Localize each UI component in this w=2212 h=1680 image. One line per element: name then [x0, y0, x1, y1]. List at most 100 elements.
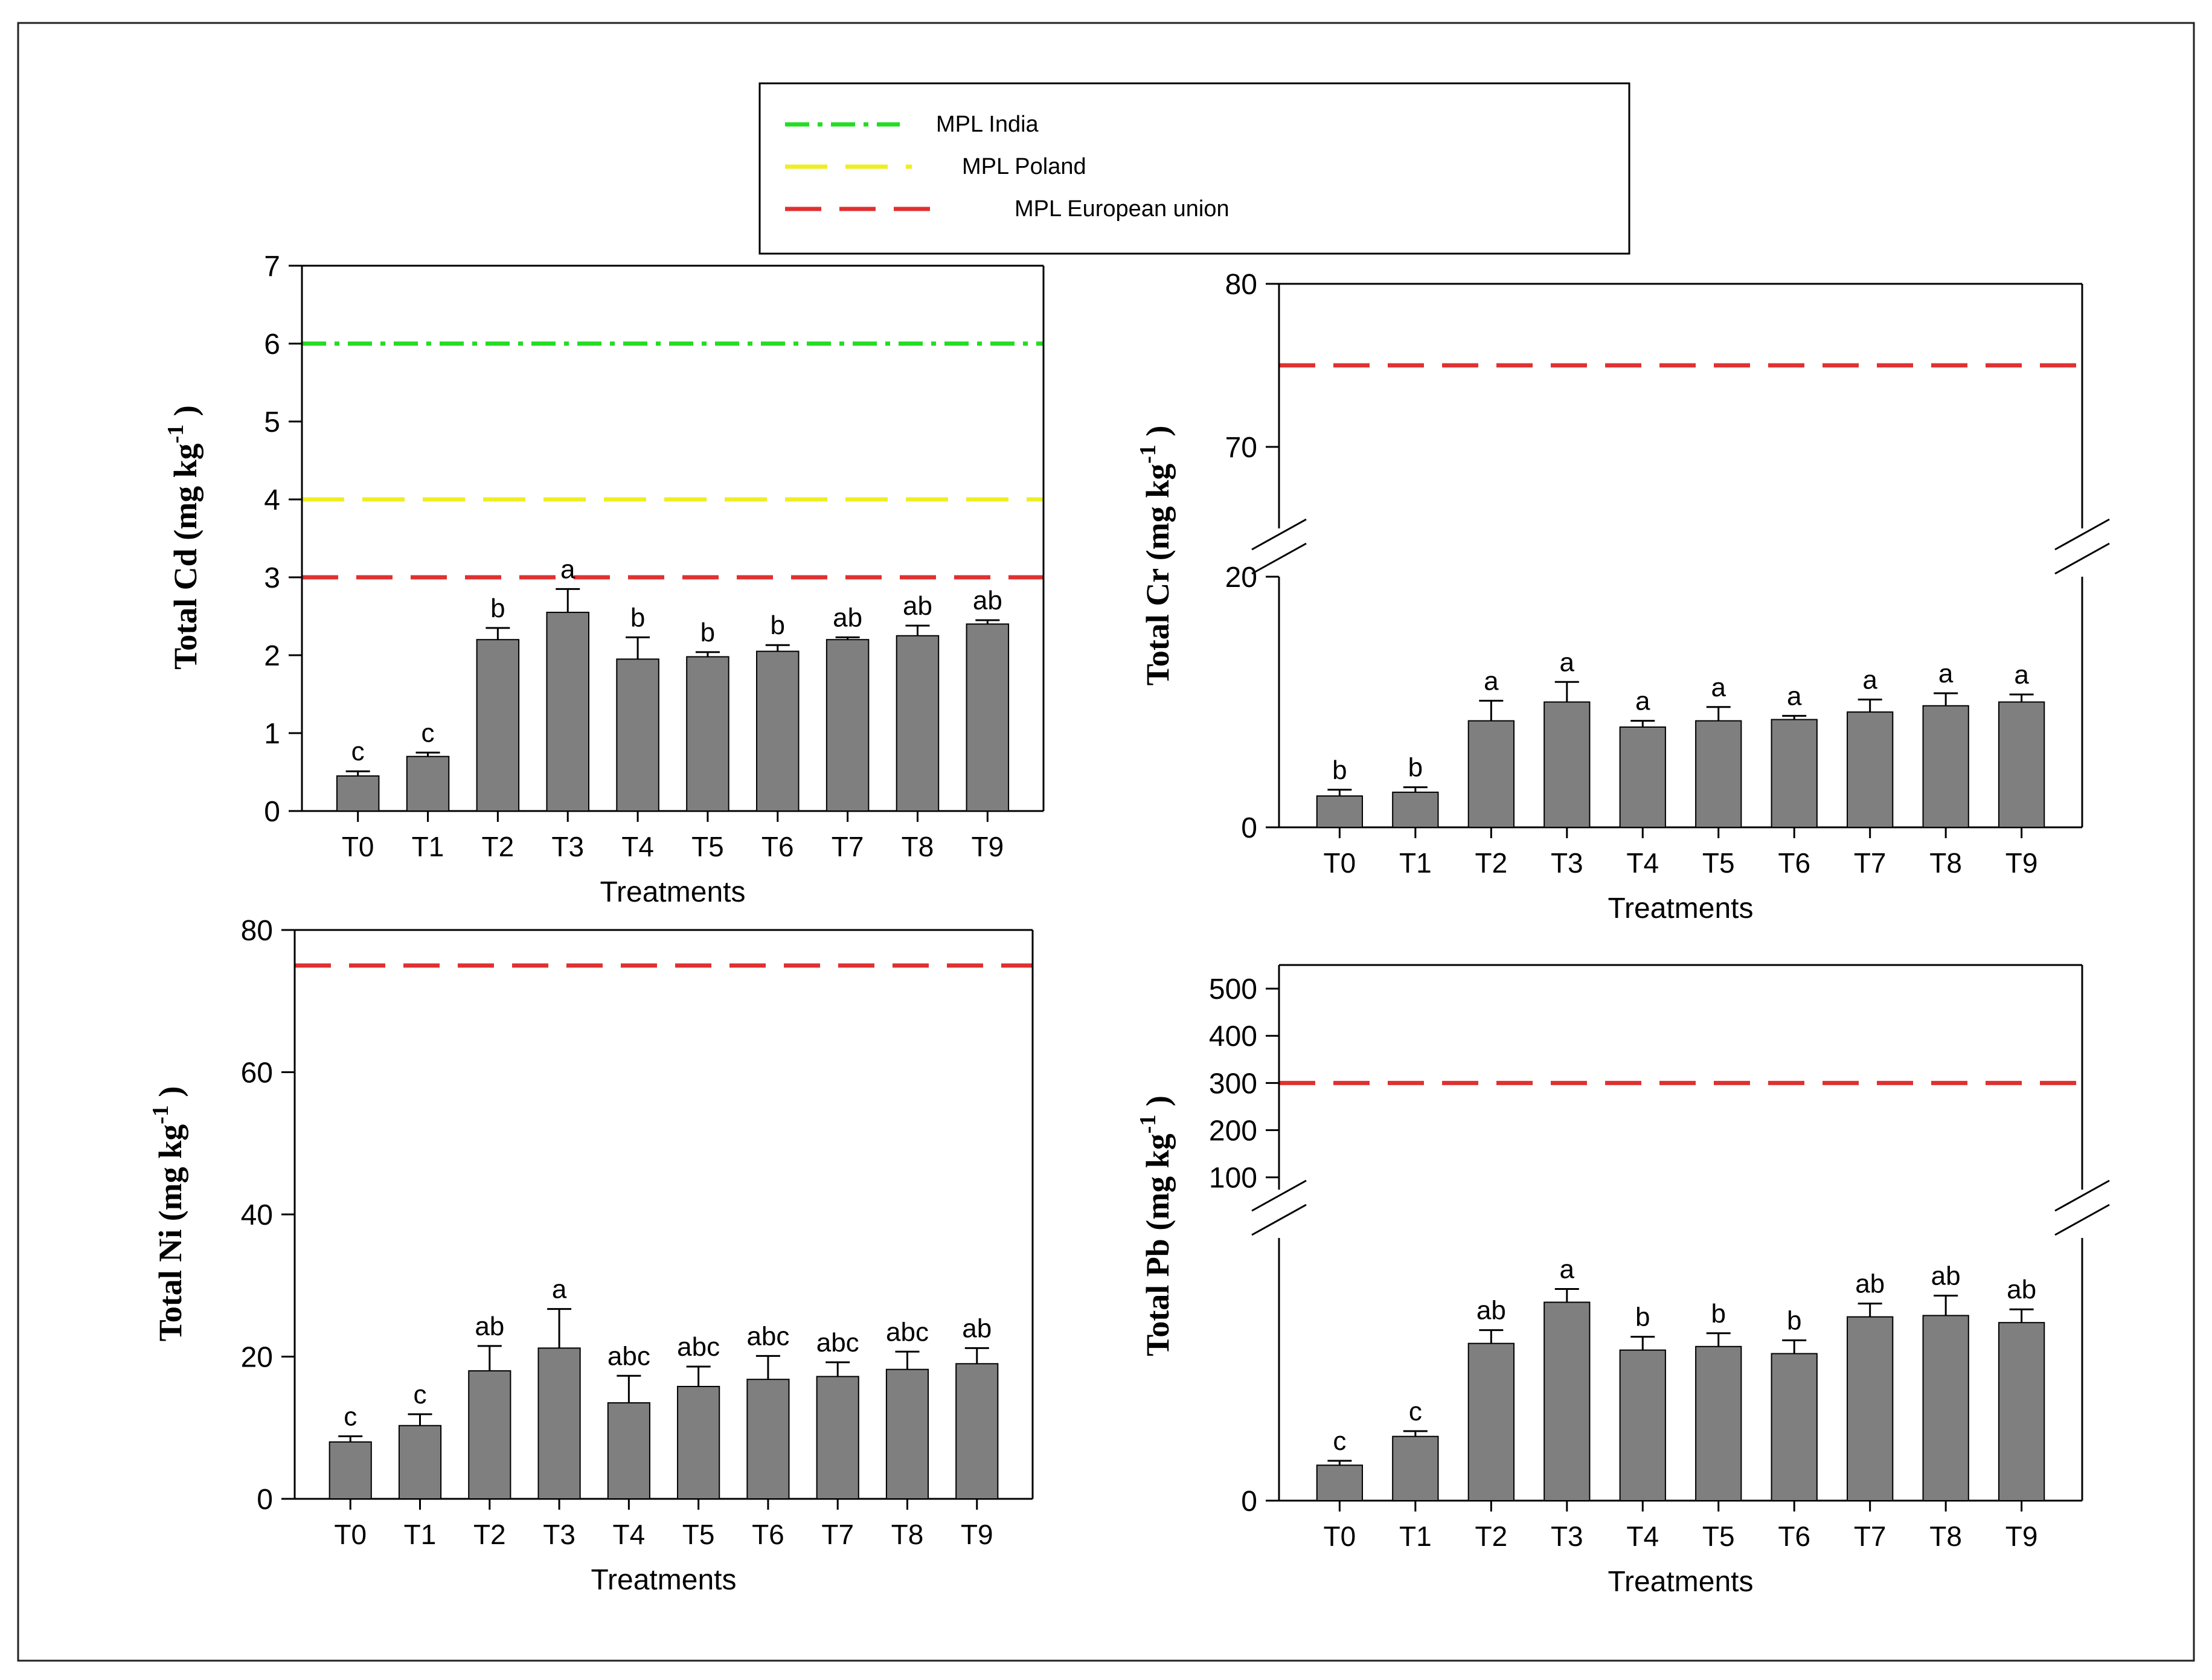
panel-total-ni: 0 20 40 60 80 c T0 c T1 ab T2 a T3 abc T4 abc T5 abc T6 abc…	[148, 915, 1034, 1596]
legend: MPL India MPL Poland MPL European union	[758, 82, 1630, 255]
y-tick-label: 0	[1241, 812, 1257, 844]
x-tick-label: T3	[1551, 1521, 1583, 1552]
x-tick-label: T0	[342, 831, 374, 862]
significance-letter: abc	[677, 1332, 720, 1362]
bar-t1	[406, 755, 450, 812]
significance-letter: b	[1332, 755, 1347, 785]
x-tick-label: T9	[2005, 1521, 2038, 1552]
y-tick-label: 0	[257, 1484, 273, 1516]
significance-letter: a	[1560, 647, 1575, 677]
axis-break-mark	[2054, 518, 2110, 551]
significance-letter: ab	[903, 591, 932, 621]
x-tick-label: T8	[902, 831, 934, 862]
x-tick-label: T2	[1475, 1521, 1507, 1552]
y-axis-title: Total Ni (mg kg-1 )	[148, 1086, 188, 1342]
significance-letter: ab	[973, 586, 1002, 615]
bar-t3	[546, 612, 589, 812]
significance-letter: a	[552, 1275, 567, 1304]
significance-letter: c	[422, 718, 435, 748]
y-tick-label: 0	[1241, 1486, 1257, 1518]
bar-t2	[468, 1370, 511, 1500]
x-tick-label: T4	[1626, 847, 1659, 879]
panel-total-cr: 0 20 70 80 b T0 b T1 a T2 a T3 a T4 a T5 a T6 a T7 a T8 a T9 Tre…	[1135, 269, 2110, 925]
bar-t6	[756, 650, 800, 812]
y-tick-label: 2	[264, 640, 280, 672]
x-axis-title: Treatments	[1608, 893, 1754, 925]
panel-total-cd: 0 1 2 3 4 5 6 7 c T0 c T1 b T2 a T3 b T4 b T5 b T6 ab T7 ab T8 ab T…	[163, 251, 1045, 908]
bar-t0	[336, 775, 380, 812]
x-tick-label: T3	[551, 831, 584, 862]
x-tick-label: T1	[412, 831, 444, 862]
x-tick-label: T9	[2005, 847, 2038, 879]
y-tick-label: 40	[241, 1199, 273, 1231]
bar-t3	[537, 1347, 581, 1500]
bar-t4	[607, 1402, 650, 1500]
legend-label-poland: MPL Poland	[962, 154, 1086, 179]
axis-break-mark	[1251, 1204, 1307, 1236]
y-tick-label: 7	[264, 251, 280, 283]
y-tick-label: 200	[1209, 1115, 1257, 1147]
legend-label-eu: MPL European union	[1015, 196, 1229, 222]
bar-t2	[1467, 1342, 1515, 1502]
bar-t4	[1619, 726, 1666, 828]
significance-letter: a	[2014, 660, 2029, 690]
y-tick-label: 500	[1209, 973, 1257, 1005]
y-tick-label: 20	[1225, 562, 1257, 594]
y-tick-label: 3	[264, 562, 280, 594]
x-tick-label: T6	[1778, 847, 1810, 879]
y-tick-label: 20	[241, 1342, 273, 1374]
bar-t9	[1998, 701, 2045, 828]
x-tick-label: T7	[832, 831, 864, 862]
x-tick-label: T5	[691, 831, 724, 862]
x-tick-label: T5	[682, 1519, 715, 1550]
significance-letter: ab	[2007, 1275, 2036, 1304]
x-axis-title: Treatments	[600, 876, 746, 908]
x-tick-label: T7	[1854, 847, 1887, 879]
significance-letter: c	[1409, 1397, 1422, 1426]
bar-t7	[825, 639, 870, 812]
x-tick-label: T0	[1324, 1521, 1356, 1552]
significance-letter: ab	[1855, 1269, 1885, 1299]
x-tick-label: T2	[482, 831, 515, 862]
x-tick-label: T0	[1324, 847, 1356, 879]
x-tick-label: T9	[971, 831, 1004, 862]
bar-t0	[1316, 795, 1364, 828]
bar-t1	[1392, 791, 1439, 829]
significance-letter: b	[771, 611, 785, 640]
x-tick-label: T1	[404, 1519, 437, 1550]
axis-break-mark	[1251, 1179, 1307, 1212]
bar-t7	[816, 1376, 859, 1499]
bar-t7	[1847, 711, 1894, 828]
x-tick-label: T1	[1399, 847, 1432, 879]
significance-letter: c	[1333, 1426, 1346, 1456]
significance-letter: b	[1711, 1299, 1725, 1329]
legend-label-india: MPL India	[936, 112, 1039, 137]
bar-t2	[476, 639, 520, 812]
significance-letter: ab	[475, 1312, 504, 1341]
y-tick-label: 80	[241, 915, 273, 947]
y-tick-label: 60	[241, 1057, 273, 1089]
significance-letter: a	[560, 554, 575, 584]
x-tick-label: T4	[1626, 1521, 1659, 1552]
y-axis-title: Total Pb (mg kg-1 )	[1135, 1095, 1176, 1356]
significance-letter: ab	[1931, 1261, 1961, 1290]
bar-t1	[398, 1425, 442, 1500]
y-tick-label: 5	[264, 406, 280, 438]
bar-t9	[1998, 1322, 2045, 1501]
bar-t5	[677, 1385, 720, 1500]
y-tick-label: 300	[1209, 1068, 1257, 1100]
significance-letter: c	[351, 737, 365, 766]
significance-letter: a	[1560, 1254, 1575, 1284]
y-tick-label: 1	[264, 718, 280, 750]
significance-letter: a	[1635, 687, 1650, 716]
bar-t9	[966, 623, 1010, 812]
x-tick-label: T2	[1475, 847, 1507, 879]
bar-t9	[955, 1363, 999, 1499]
significance-letter: b	[1408, 753, 1423, 783]
x-tick-label: T4	[621, 831, 654, 862]
x-tick-label: T4	[613, 1519, 646, 1550]
significance-letter: a	[1862, 665, 1877, 694]
significance-letter: abc	[746, 1321, 789, 1351]
bar-t6	[746, 1379, 790, 1499]
significance-letter: c	[344, 1402, 357, 1431]
